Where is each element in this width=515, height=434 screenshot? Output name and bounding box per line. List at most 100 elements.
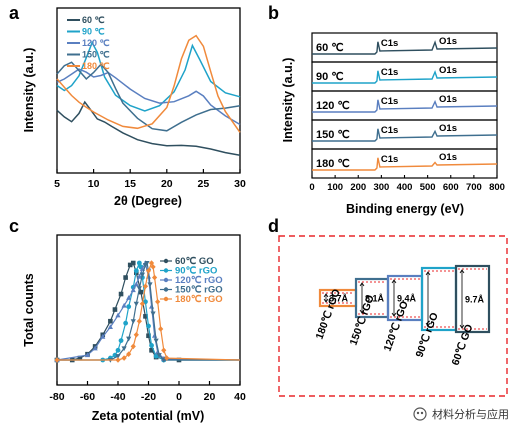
panel-a-ticks: 5 10 15 20 25 30: [54, 169, 246, 190]
panel-c-legend-label: 90℃ rGO: [175, 266, 217, 277]
panel-a-legend-label: 60 ℃: [82, 15, 105, 25]
panel-c-tick-label: -60: [80, 391, 95, 403]
panel-c-point: [136, 318, 142, 324]
panel-d-spacing-value: 9.7Å: [465, 295, 485, 305]
panel-c-point: [121, 346, 127, 352]
panel-c-point: [143, 314, 148, 319]
panel-c-legend-marker: [163, 277, 169, 283]
panel-c-point: [121, 355, 127, 361]
panel-d-arrow-head-icon: [323, 298, 329, 303]
panel-c-point: [158, 326, 164, 332]
panel-a-legend-label: 90 ℃: [82, 27, 105, 37]
panel-c-point: [133, 281, 139, 287]
panel-d-sample-label: 180℃ rGO: [314, 287, 343, 341]
panel-c-point: [130, 287, 136, 293]
panel-d-arrow-head-icon: [425, 271, 431, 276]
panel-letter-c: c: [9, 216, 19, 236]
panel-c-point: [123, 320, 129, 326]
panel-b-c1s-label: C1s: [381, 125, 398, 136]
panel-c-point: [108, 318, 113, 324]
panel-c-point: [150, 264, 156, 270]
panel-c-tick-label: -80: [49, 391, 64, 403]
panel-c-point: [115, 312, 121, 318]
panel-b-tick-label: 500: [420, 182, 436, 193]
panel-c-point: [136, 273, 142, 279]
panel-letter-b: b: [268, 3, 279, 23]
panel-c-point: [126, 295, 132, 300]
panel-c-point: [118, 338, 124, 343]
panel-c-point: [146, 323, 151, 329]
panel-c-point: [150, 311, 156, 317]
panel-c-point: [142, 283, 149, 290]
panel-d-spacing-value: 8.1Å: [365, 294, 385, 304]
panel-b-tick-label: 0: [309, 182, 314, 193]
panel-c-point: [147, 282, 153, 288]
panel-a-legend-label: 150 ℃: [82, 50, 110, 60]
panel-c-legend-label: 60℃ GO: [175, 256, 214, 267]
panel-a-series-line: [56, 68, 241, 126]
panel-c-tick-label: -20: [141, 391, 156, 403]
panel-b-c1s-label: C1s: [381, 67, 398, 78]
panel-c-point: [156, 353, 162, 358]
panel-b-o1s-label: O1s: [439, 36, 457, 47]
panel-a-tick-label: 5: [54, 178, 60, 190]
panel-a-tick-label: 20: [161, 178, 173, 190]
panel-b-c1s-label: C1s: [381, 96, 398, 107]
panel-d-arrow-head-icon: [359, 282, 365, 287]
panel-c-point: [164, 355, 170, 361]
panel-d-arrow-head-icon: [391, 279, 397, 284]
panel-c-point: [130, 260, 136, 266]
panel-b-ylabel: Intensity (a.u.): [281, 58, 295, 143]
panel-a-series-line: [56, 40, 241, 112]
panel-c-point: [153, 338, 159, 344]
panel-b-o1s-label: O1s: [439, 65, 457, 76]
panel-c-point: [54, 357, 60, 363]
panel-d-spacing-value: 9.4Å: [397, 294, 417, 304]
watermark-logo-eye-icon: [416, 411, 420, 415]
panel-a-series-line: [56, 61, 241, 132]
panel-b-spectrum-line: [312, 157, 498, 171]
panel-c-point: [92, 345, 98, 351]
panel-c-tick-label: 0: [176, 391, 182, 403]
panel-b-spectrum-line: [312, 99, 498, 113]
panel-c-point: [77, 355, 83, 361]
panel-b-rows: 60 ℃ C1s O1s 90 ℃ C1s O1s 120 ℃ C1s O1s 150 ℃ C1s O…: [311, 32, 498, 179]
watermark: 材料分析与应用: [413, 407, 509, 421]
panel-c-point: [126, 304, 132, 310]
panel-b-row-label: 180 ℃: [316, 158, 350, 170]
panel-b-row-label: 90 ℃: [316, 71, 344, 83]
panel-d-sample-label: 150℃ rGO: [348, 293, 377, 347]
panel-c-point: [136, 286, 142, 292]
panel-b-spectrum-line: [312, 40, 498, 55]
panel-d-arrow-head-icon: [391, 312, 397, 317]
panel-c-point: [100, 333, 106, 339]
panel-d-dashed-frame: [278, 235, 508, 397]
watermark-logo-icon: [413, 407, 427, 421]
panel-a-tick-label: 15: [124, 178, 136, 190]
watermark-text: 材料分析与应用: [432, 407, 509, 421]
panel-c-point: [133, 301, 139, 307]
panel-b-spectrum-line: [312, 70, 498, 84]
panel-c-point: [149, 343, 154, 348]
panel-c-point: [127, 262, 133, 268]
panel-b-row-label: 120 ℃: [316, 100, 350, 112]
panel-c-legend-label: 180℃ rGO: [175, 294, 223, 305]
panel-c-point: [112, 307, 118, 312]
panel-c-point: [84, 352, 91, 358]
panel-a-tick-label: 10: [88, 178, 100, 190]
panel-b-o1s-label: O1s: [439, 94, 457, 105]
panel-c-point: [107, 324, 113, 330]
panel-a-tick-label: 25: [198, 178, 210, 190]
panel-c-point: [161, 358, 167, 363]
panel-c-point: [152, 274, 158, 281]
panel-c-xlabel: Zeta potential (mV): [92, 409, 205, 423]
panel-b-row-label: 150 ℃: [316, 129, 350, 141]
panel-a-series-line: [56, 100, 241, 156]
watermark-logo-eye-icon: [420, 411, 424, 415]
panel-a-legend-label: 180 ℃: [82, 61, 110, 71]
panel-b-c1s-label: C1s: [381, 154, 398, 165]
panel-b-tick-label: 700: [466, 182, 482, 193]
